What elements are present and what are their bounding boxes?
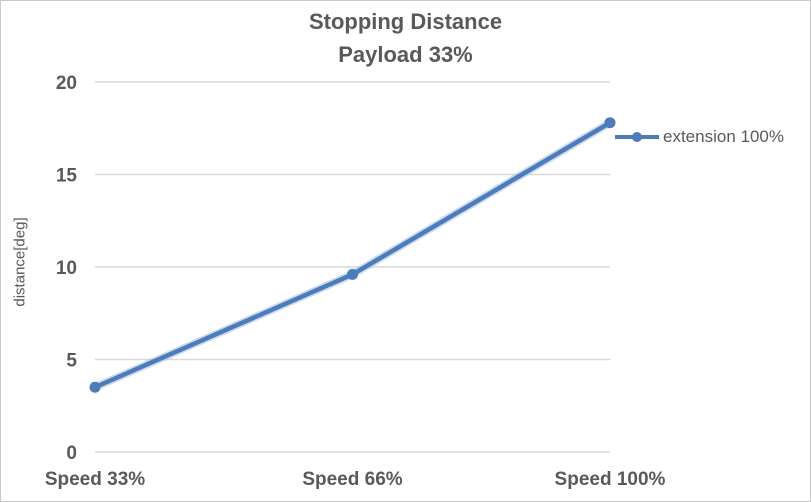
data-point-marker (604, 117, 616, 129)
y-tick-label: 15 (56, 166, 78, 187)
y-tick-label: 0 (66, 443, 77, 464)
legend-line-marker-icon (615, 132, 659, 142)
chart-title-line1: Stopping Distance (308, 9, 503, 34)
data-point-marker (89, 381, 101, 393)
legend: extension 100% (613, 127, 784, 147)
x-category-label: Speed 33% (45, 469, 145, 490)
y-tick-label: 20 (56, 73, 77, 94)
data-point-marker (347, 268, 358, 280)
x-category-label: Speed 100% (555, 469, 666, 490)
series-line-halo (91, 118, 614, 392)
series-line (92, 120, 613, 390)
y-tick-label: 10 (56, 258, 77, 279)
x-category-label: Speed 66% (302, 469, 402, 490)
chart-title-line2: Payload 33% (338, 42, 473, 67)
y-tick-label: 5 (66, 351, 77, 372)
legend-label: extension 100% (663, 127, 784, 146)
chart-title: Stopping Distance Payload 33% (1, 5, 810, 71)
